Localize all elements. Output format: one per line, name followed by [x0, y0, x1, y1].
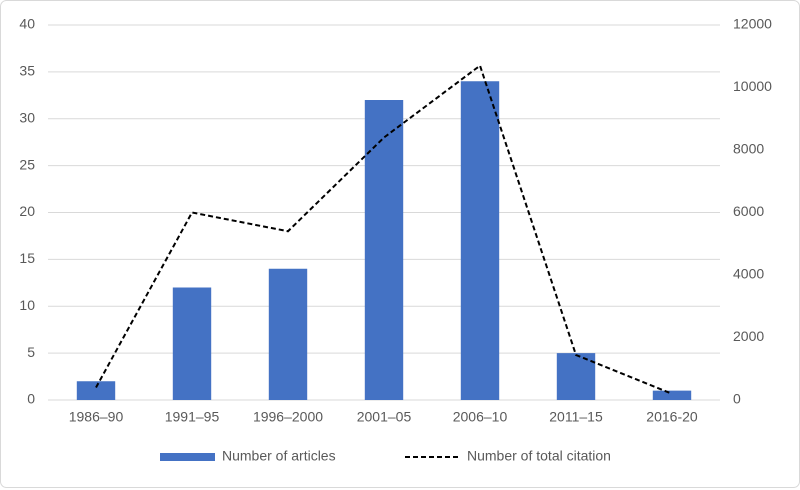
x-tick-label: 1986–90 [69, 409, 124, 425]
y2-tick-label: 2000 [733, 328, 764, 344]
y2-tick-label: 8000 [733, 141, 764, 157]
x-tick-label: 2006–10 [453, 409, 508, 425]
y2-tick-label: 4000 [733, 266, 764, 282]
x-tick-label: 2001–05 [357, 409, 412, 425]
y2-tick-label: 6000 [733, 203, 764, 219]
x-tick-label: 1991–95 [165, 409, 220, 425]
bar [556, 353, 596, 400]
x-tick-label: 2011–15 [549, 409, 603, 425]
x-tick-label: 1996–2000 [253, 409, 323, 425]
y-tick-label: 25 [19, 156, 35, 172]
legend-swatch [160, 453, 215, 461]
bar [652, 390, 692, 400]
y2-tick-label: 12000 [733, 16, 772, 32]
legend-label: Number of articles [222, 448, 336, 464]
bar [364, 100, 404, 400]
bar [76, 381, 116, 400]
line [95, 63, 673, 395]
x-tick-label: 2016-20 [646, 409, 698, 425]
y-tick-label: 40 [19, 16, 35, 32]
y-tick-label: 0 [27, 391, 35, 407]
y-tick-label: 35 [19, 63, 35, 79]
y-tick-label: 30 [19, 109, 35, 125]
y-tick-label: 15 [19, 250, 35, 266]
y-tick-label: 10 [19, 297, 35, 313]
y2-tick-label: 0 [733, 391, 741, 407]
legend-label: Number of total citation [467, 448, 611, 464]
y-tick-label: 20 [19, 203, 35, 219]
bar [172, 287, 212, 400]
y2-tick-label: 10000 [733, 78, 772, 94]
bar [268, 268, 308, 400]
bar [460, 81, 500, 400]
y-tick-label: 5 [27, 344, 35, 360]
